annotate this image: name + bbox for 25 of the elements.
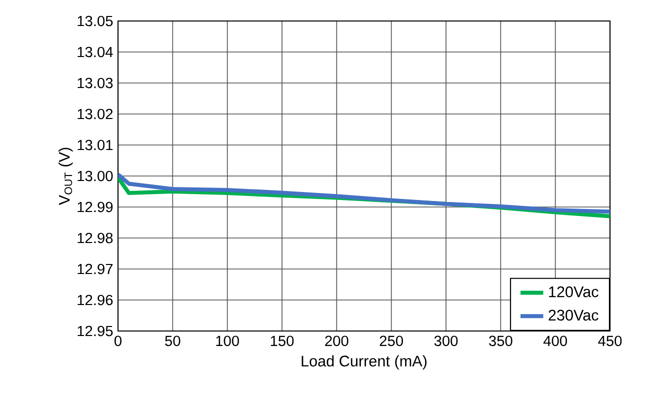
y-tick-label: 13.05 [78, 16, 113, 26]
x-tick-label: 200 [325, 336, 348, 346]
x-tick-label: 50 [165, 336, 180, 346]
y-tick-label: 12.96 [78, 294, 113, 306]
x-tick-label: 400 [543, 336, 567, 346]
y-tick-label: 12.95 [78, 326, 113, 336]
y-tick-label: 13.03 [78, 78, 113, 88]
y-tick-label: 12.99 [78, 202, 113, 212]
y-tick-label: 13.04 [78, 46, 113, 58]
x-tick-label: 250 [380, 336, 403, 346]
x-tick-label: 450 [598, 336, 622, 346]
y-tick-label: 13.02 [78, 108, 113, 120]
x-tick-label: 0 [114, 336, 122, 346]
y-tick-label: 13.01 [78, 140, 113, 150]
y-axis-title: V$_{OUT}$ (V) [58, 148, 73, 206]
y-tick-label: 13.00 [78, 170, 113, 182]
x-axis-title: Load Current (mA) [302, 355, 427, 370]
x-tick-label: 300 [434, 336, 458, 346]
y-tick-label: 12.97 [78, 264, 113, 274]
x-tick-label: 100 [216, 336, 239, 346]
x-tick-label: 150 [270, 336, 294, 346]
y-tick-label: 12.98 [78, 232, 113, 244]
x-tick-label: 350 [488, 336, 512, 346]
legend-label: 230Vac [548, 310, 598, 321]
legend-label: 120Vac [549, 286, 598, 298]
